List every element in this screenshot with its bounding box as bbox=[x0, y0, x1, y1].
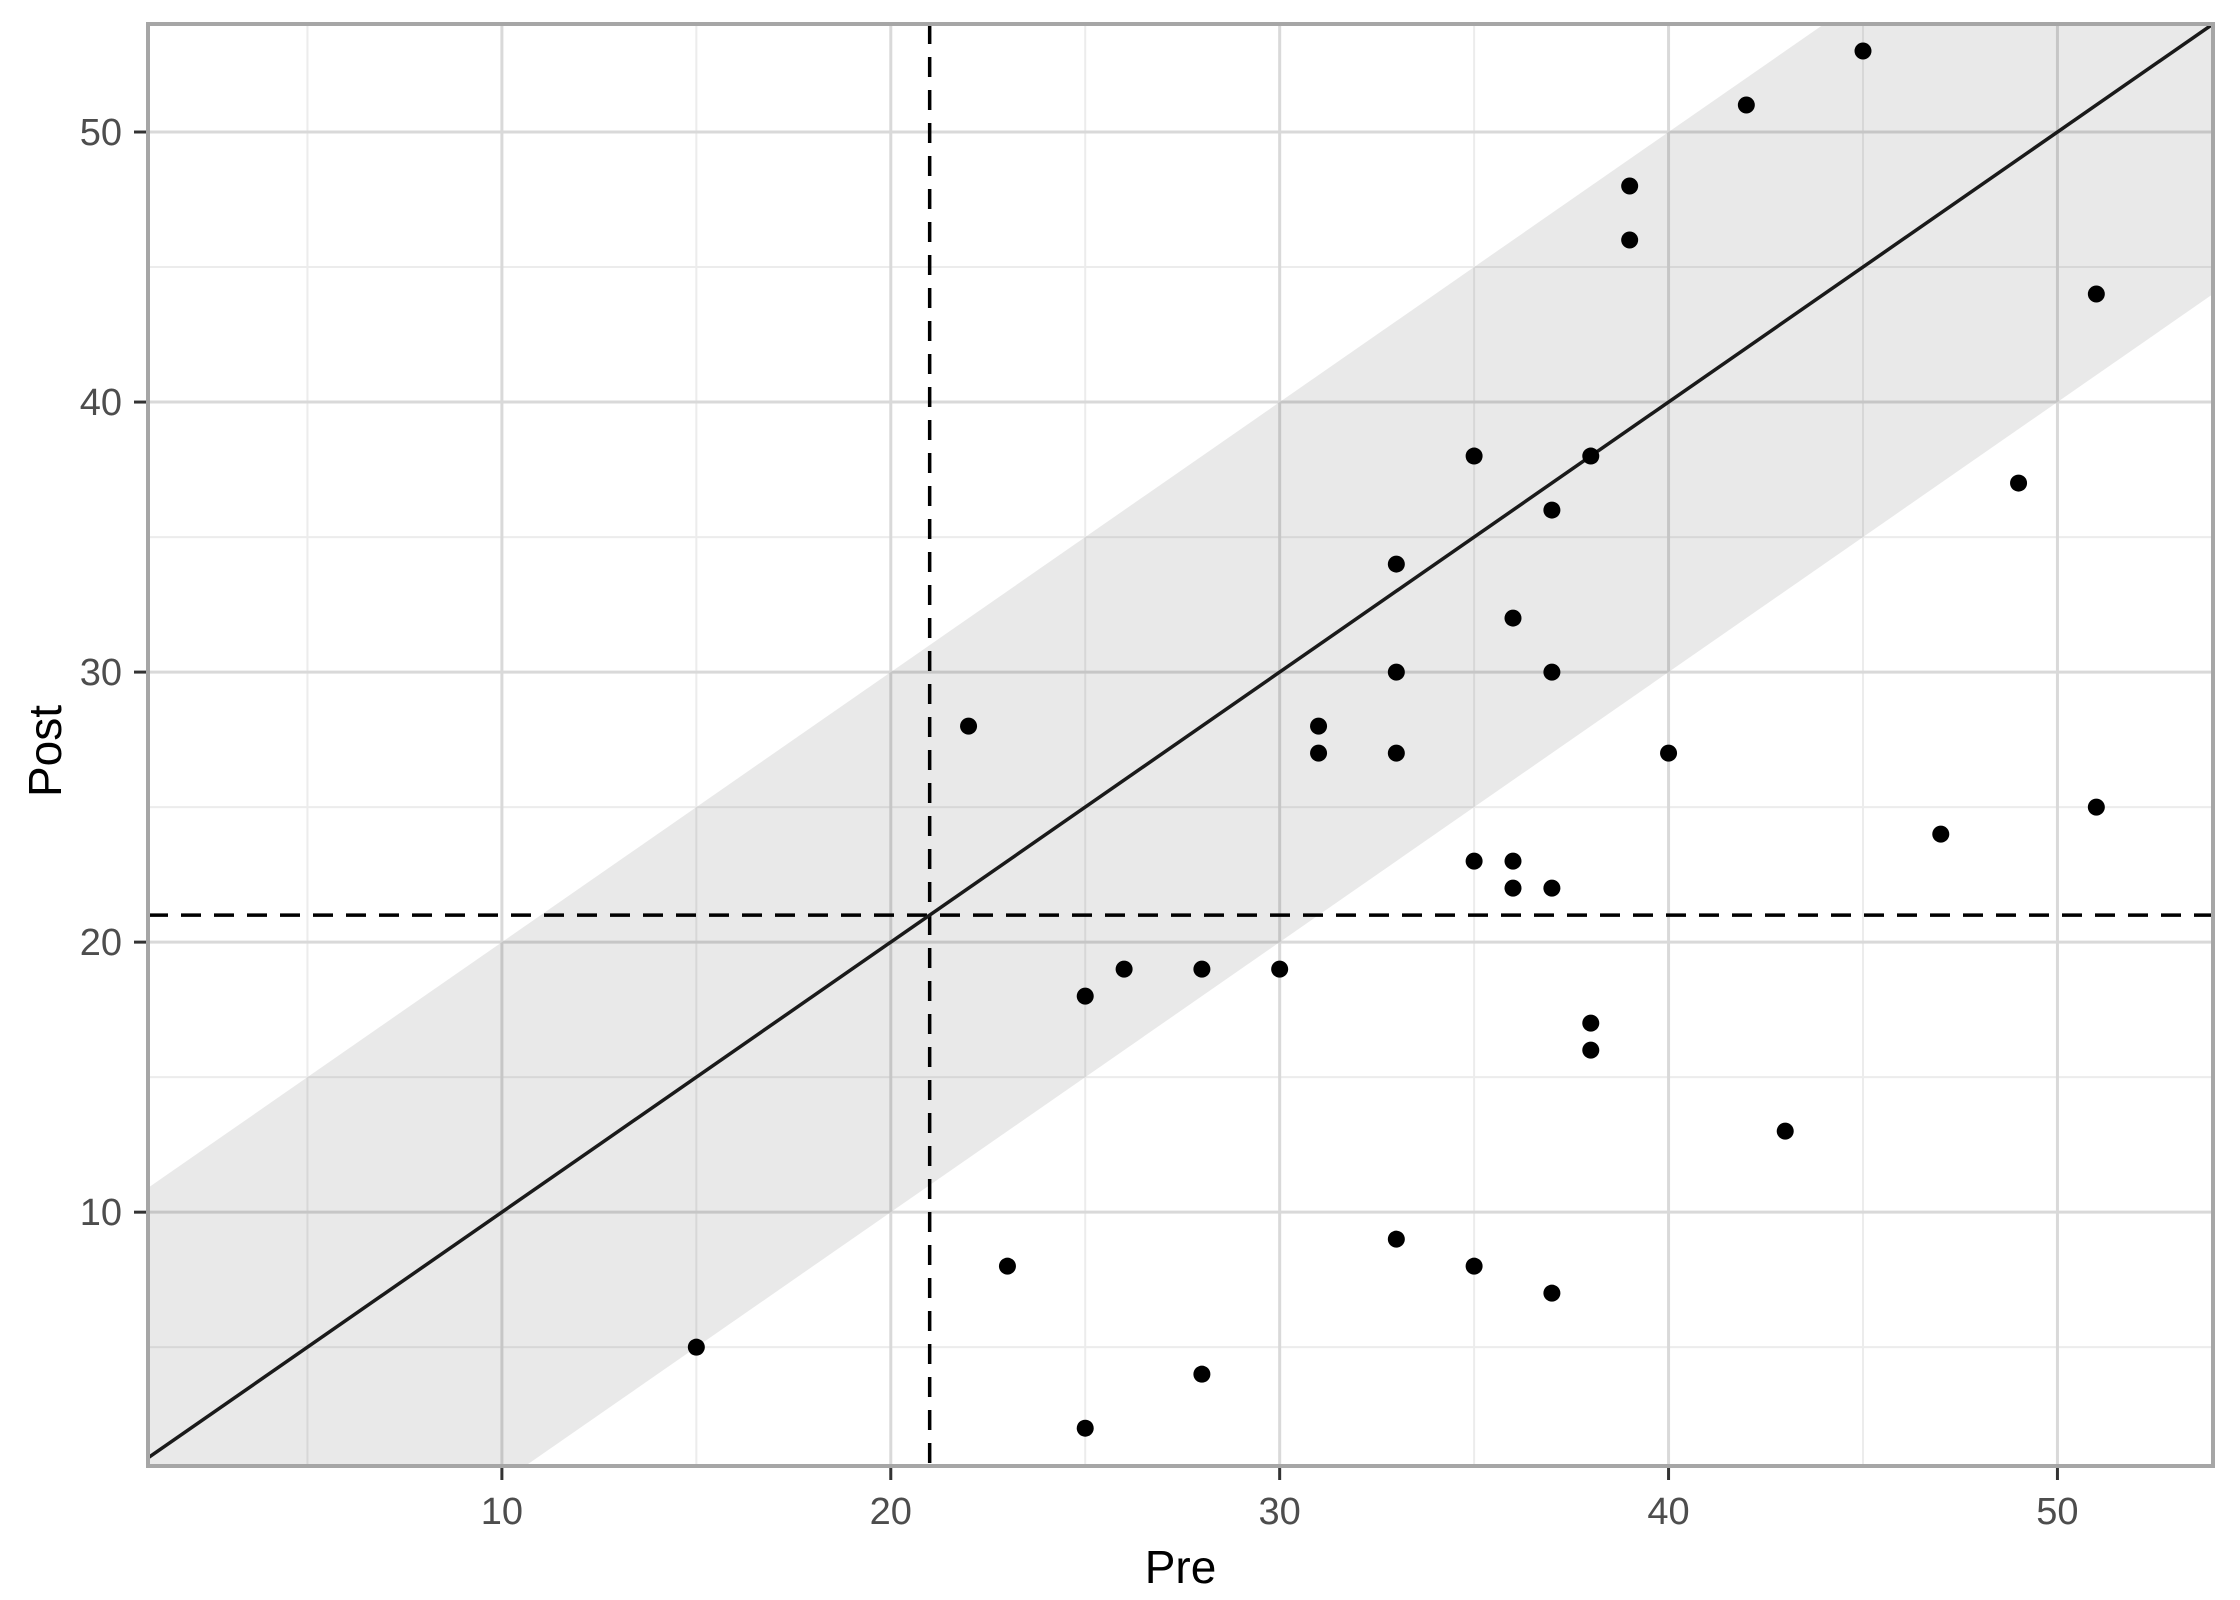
reference-lines bbox=[148, 24, 2213, 1466]
data-point bbox=[1543, 879, 1561, 897]
data-point bbox=[1504, 609, 1522, 627]
data-point bbox=[1115, 960, 1133, 978]
data-point bbox=[1504, 852, 1522, 870]
data-point bbox=[1543, 501, 1561, 519]
y-tick-label: 40 bbox=[80, 382, 122, 424]
x-tick-label: 20 bbox=[870, 1491, 912, 1533]
data-point bbox=[960, 717, 978, 735]
data-point bbox=[1465, 852, 1483, 870]
data-point bbox=[1504, 879, 1522, 897]
x-axis-title: Pre bbox=[1144, 1541, 1217, 1593]
data-point bbox=[1271, 960, 1289, 978]
data-point bbox=[1543, 1284, 1561, 1302]
y-tick-label: 10 bbox=[80, 1192, 122, 1234]
y-tick-label: 50 bbox=[80, 112, 122, 154]
data-point bbox=[1621, 177, 1639, 195]
data-point bbox=[1076, 987, 1094, 1005]
panel-border bbox=[146, 22, 2215, 1468]
x-tick-label: 30 bbox=[1259, 1491, 1301, 1533]
data-point bbox=[1310, 717, 1328, 735]
data-point bbox=[1737, 96, 1755, 114]
data-point bbox=[687, 1338, 705, 1356]
data-point bbox=[1465, 1257, 1483, 1275]
x-tick-label: 50 bbox=[2036, 1491, 2078, 1533]
data-point bbox=[998, 1257, 1016, 1275]
data-point bbox=[1660, 744, 1678, 762]
axis-ticks: 10 20 30 40 50 10 20 30 40 50 bbox=[80, 112, 2079, 1533]
y-tick-label: 30 bbox=[80, 652, 122, 694]
data-point bbox=[1582, 447, 1600, 465]
data-point bbox=[1076, 1419, 1094, 1437]
data-point bbox=[1621, 231, 1639, 249]
data-point bbox=[1543, 663, 1561, 681]
data-point bbox=[1387, 1230, 1405, 1248]
data-point bbox=[1387, 744, 1405, 762]
data-point bbox=[1465, 447, 1483, 465]
data-point bbox=[1776, 1122, 1794, 1140]
data-point bbox=[1582, 1014, 1600, 1032]
data-point bbox=[2087, 285, 2105, 303]
y-axis-title: Post bbox=[19, 704, 71, 797]
data-point bbox=[1387, 555, 1405, 573]
data-point bbox=[1387, 663, 1405, 681]
data-point bbox=[1854, 42, 1872, 60]
data-point bbox=[1932, 825, 1950, 843]
gridlines bbox=[148, 24, 2213, 1466]
y-tick-label: 20 bbox=[80, 922, 122, 964]
data-point bbox=[1193, 960, 1211, 978]
data-point bbox=[1310, 744, 1328, 762]
x-tick-label: 40 bbox=[1647, 1491, 1689, 1533]
x-tick-label: 10 bbox=[481, 1491, 523, 1533]
data-point bbox=[1582, 1041, 1600, 1059]
data-point bbox=[2087, 798, 2105, 816]
data-points bbox=[687, 42, 2105, 1437]
data-point bbox=[2010, 474, 2028, 492]
data-point bbox=[1193, 1365, 1211, 1383]
